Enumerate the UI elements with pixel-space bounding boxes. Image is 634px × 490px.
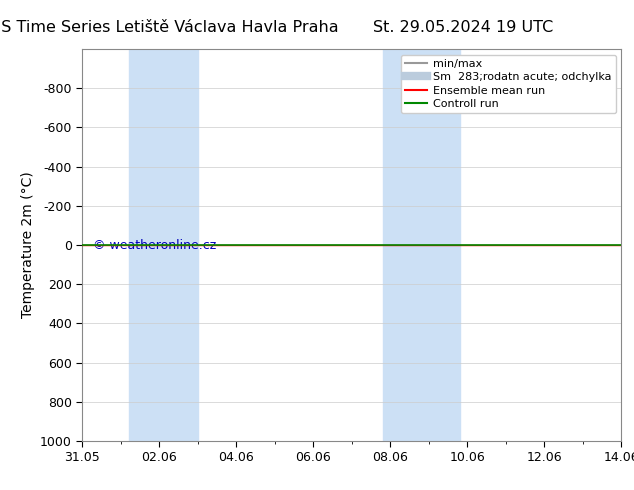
Bar [159,49,198,441]
Text: St. 29.05.2024 19 UTC: St. 29.05.2024 19 UTC [373,20,553,35]
Text: ENS Time Series Letiště Václava Havla Praha: ENS Time Series Letiště Václava Havla Pr… [0,20,339,35]
Bar [129,49,159,441]
Bar [421,49,460,441]
Bar [383,49,421,441]
Text: © weatheronline.cz: © weatheronline.cz [93,239,216,252]
Legend: min/max, Sm  283;rodatn acute; odchylka, Ensemble mean run, Controll run: min/max, Sm 283;rodatn acute; odchylka, … [401,54,616,114]
Y-axis label: Temperature 2m (°C): Temperature 2m (°C) [20,172,35,318]
